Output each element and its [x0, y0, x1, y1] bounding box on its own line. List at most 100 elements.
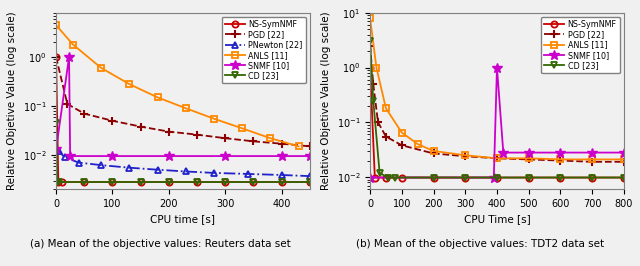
PNewton [22] [97, 164, 105, 167]
PGD [22] [369, 82, 377, 86]
CD [23] [165, 180, 173, 184]
PGD [22] [63, 102, 71, 106]
SNMF [10] [557, 151, 564, 154]
ANLS [11] [154, 96, 161, 99]
SNMF [10] [109, 155, 116, 158]
ANLS [11] [414, 143, 422, 146]
PGD [22] [137, 125, 145, 128]
PGD [22] [250, 140, 257, 143]
ANLS [11] [238, 127, 246, 130]
NS-SymNMF [165, 180, 173, 184]
X-axis label: CPU Time [s]: CPU Time [s] [463, 214, 531, 225]
PNewton [22] [210, 171, 218, 174]
PGD [22] [557, 159, 564, 162]
NS-SymNMF [221, 180, 229, 184]
Text: (a) Mean of the objective values: Reuters data set: (a) Mean of the objective values: Reuter… [29, 239, 291, 250]
ANLS [11] [461, 154, 469, 157]
PGD [22] [193, 133, 201, 136]
ANLS [11] [620, 158, 628, 161]
PGD [22] [620, 160, 628, 163]
CD [23] [55, 180, 63, 184]
PNewton [22] [306, 174, 314, 178]
PGD [22] [109, 119, 116, 122]
Legend: NS-SymNMF, PGD [22], PNewton [22], ANLS [11], SNMF [10], CD [23]: NS-SymNMF, PGD [22], PNewton [22], ANLS … [221, 17, 306, 83]
Line: NS-SymNMF: NS-SymNMF [53, 54, 313, 185]
ANLS [11] [125, 82, 133, 86]
PGD [22] [52, 56, 60, 59]
NS-SymNMF [620, 176, 628, 179]
PNewton [22] [52, 148, 60, 151]
PGD [22] [588, 160, 596, 163]
Y-axis label: Relative Objetive Value (log scale): Relative Objetive Value (log scale) [321, 12, 331, 190]
NS-SymNMF [366, 66, 374, 69]
NS-SymNMF [250, 180, 257, 184]
PNewton [22] [182, 170, 189, 173]
NS-SymNMF [278, 180, 285, 184]
Legend: NS-SymNMF, PGD [22], ANLS [11], SNMF [10], CD [23]: NS-SymNMF, PGD [22], ANLS [11], SNMF [10… [541, 17, 620, 73]
Line: CD [23]: CD [23] [367, 38, 627, 181]
NS-SymNMF [58, 180, 65, 184]
ANLS [11] [588, 158, 596, 161]
SNMF [10] [221, 155, 229, 158]
NS-SymNMF [493, 176, 501, 179]
PGD [22] [493, 157, 501, 160]
NS-SymNMF [52, 56, 60, 59]
PGD [22] [306, 145, 314, 148]
ANLS [11] [295, 145, 303, 148]
ANLS [11] [429, 149, 437, 152]
Line: PNewton [22]: PNewton [22] [53, 146, 313, 179]
CD [23] [53, 180, 61, 184]
NS-SymNMF [429, 176, 437, 179]
CD [23] [221, 180, 229, 184]
NS-SymNMF [81, 180, 88, 184]
Line: ANLS [11]: ANLS [11] [367, 15, 627, 163]
Line: PGD [22]: PGD [22] [366, 42, 628, 166]
PNewton [22] [125, 166, 133, 169]
SNMF [10] [278, 155, 285, 158]
CD [23] [461, 176, 469, 179]
Line: CD [23]: CD [23] [53, 120, 313, 185]
CD [23] [429, 176, 437, 179]
SNMF [10] [490, 176, 498, 179]
SNMF [10] [52, 148, 60, 151]
PGD [22] [221, 137, 229, 140]
Text: (b) Mean of the objective values: TDT2 data set: (b) Mean of the objective values: TDT2 d… [356, 239, 604, 250]
NS-SymNMF [137, 180, 145, 184]
CD [23] [620, 176, 628, 179]
SNMF [10] [493, 66, 501, 69]
PGD [22] [461, 155, 469, 158]
NS-SymNMF [557, 176, 564, 179]
ANLS [11] [97, 66, 105, 69]
NS-SymNMF [382, 176, 390, 179]
Line: NS-SymNMF: NS-SymNMF [367, 64, 627, 181]
ANLS [11] [398, 131, 406, 134]
ANLS [11] [525, 157, 532, 160]
X-axis label: CPU time [s]: CPU time [s] [150, 214, 216, 225]
CD [23] [250, 180, 257, 184]
CD [23] [366, 40, 374, 43]
NS-SymNMF [588, 176, 596, 179]
ANLS [11] [382, 107, 390, 110]
CD [23] [588, 176, 596, 179]
PNewton [22] [75, 161, 83, 164]
SNMF [10] [499, 151, 507, 154]
SNMF [10] [525, 151, 532, 154]
NS-SymNMF [193, 180, 201, 184]
NS-SymNMF [461, 176, 469, 179]
SNMF [10] [67, 155, 74, 158]
CD [23] [493, 176, 501, 179]
PGD [22] [398, 144, 406, 147]
CD [23] [137, 180, 145, 184]
SNMF [10] [165, 155, 173, 158]
CD [23] [81, 180, 88, 184]
PGD [22] [382, 135, 390, 138]
SNMF [10] [65, 56, 73, 59]
CD [23] [369, 99, 377, 102]
Line: SNMF [10]: SNMF [10] [51, 52, 315, 161]
Line: PGD [22]: PGD [22] [52, 53, 314, 151]
CD [23] [109, 180, 116, 184]
NS-SymNMF [525, 176, 532, 179]
SNMF [10] [306, 155, 314, 158]
NS-SymNMF [109, 180, 116, 184]
SNMF [10] [588, 151, 596, 154]
